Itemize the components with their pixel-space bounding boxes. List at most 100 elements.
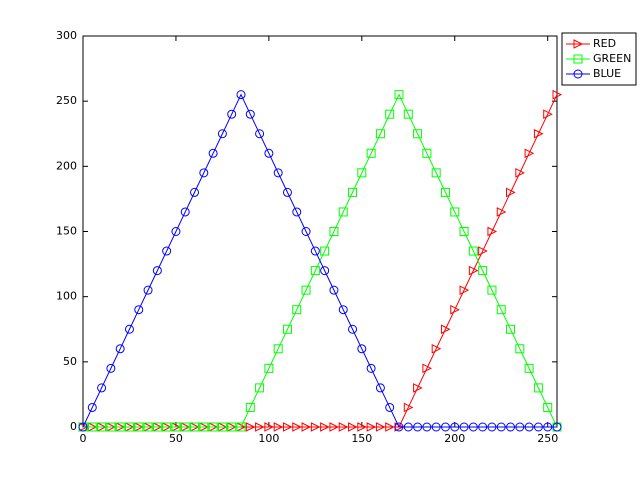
data-point — [468, 265, 479, 276]
data-point — [115, 422, 125, 432]
data-point — [134, 305, 144, 315]
data-point — [348, 187, 358, 197]
data-point — [440, 324, 451, 335]
legend-label: BLUE — [593, 67, 621, 80]
data-point — [97, 383, 107, 393]
data-point — [190, 422, 200, 432]
data-point — [97, 422, 107, 432]
legend-marker — [573, 69, 583, 79]
data-point — [301, 285, 311, 295]
data-point — [329, 285, 339, 295]
data-point — [78, 422, 88, 432]
data-point — [255, 129, 265, 139]
data-point — [273, 344, 283, 354]
data-point — [450, 207, 460, 217]
data-point — [506, 187, 516, 198]
data-point — [264, 422, 275, 432]
data-point — [478, 246, 488, 256]
data-point — [515, 168, 525, 178]
data-point — [124, 324, 134, 334]
y-tick-label: 100 — [56, 290, 77, 303]
data-point — [524, 363, 534, 373]
data-point — [459, 227, 469, 236]
data-point — [208, 148, 218, 158]
data-point — [87, 422, 97, 432]
data-point — [152, 266, 162, 276]
data-point — [301, 422, 312, 432]
y-tick-label: 150 — [56, 225, 77, 238]
data-point — [171, 227, 181, 236]
data-point — [357, 344, 367, 354]
data-point — [487, 285, 497, 295]
data-point — [338, 422, 349, 432]
data-point — [552, 422, 562, 432]
data-point — [543, 109, 553, 120]
data-point — [348, 422, 358, 432]
data-point — [282, 422, 293, 432]
data-point — [329, 422, 340, 432]
data-point — [487, 226, 498, 237]
data-point — [329, 227, 339, 236]
data-point — [180, 422, 190, 432]
data-point — [533, 128, 544, 139]
data-point — [217, 129, 227, 139]
data-point — [162, 422, 172, 432]
data-point — [282, 187, 292, 197]
data-point — [227, 422, 237, 432]
x-tick-label: 250 — [537, 432, 558, 445]
data-point — [320, 246, 330, 256]
data-point — [180, 207, 190, 217]
data-point — [320, 422, 330, 432]
x-tick-label: 200 — [444, 432, 465, 445]
series-line — [82, 93, 557, 428]
data-point — [403, 402, 414, 413]
data-point — [273, 168, 283, 178]
data-point — [152, 422, 162, 432]
data-point — [403, 422, 413, 432]
data-point — [199, 168, 209, 178]
data-point — [171, 422, 181, 432]
data-point — [496, 305, 506, 315]
data-point — [366, 148, 376, 158]
data-point — [394, 90, 404, 100]
data-point — [227, 109, 237, 119]
data-point — [310, 246, 320, 256]
data-point — [236, 422, 246, 432]
y-tick-label: 50 — [63, 355, 77, 368]
data-point — [106, 363, 116, 373]
data-point — [338, 305, 348, 315]
data-point — [552, 89, 563, 100]
data-point — [524, 148, 535, 159]
data-point — [255, 383, 265, 393]
data-point — [106, 422, 116, 432]
data-point — [357, 422, 367, 432]
data-point — [245, 109, 255, 119]
data-point — [468, 422, 478, 432]
data-point — [236, 90, 246, 100]
data-point — [403, 109, 413, 119]
data-point — [533, 422, 543, 432]
data-point — [375, 422, 386, 432]
data-point — [320, 266, 330, 276]
y-tick-label: 250 — [56, 94, 77, 107]
data-point — [385, 402, 395, 412]
x-tick-label: 150 — [351, 432, 372, 445]
data-point — [208, 422, 218, 432]
data-point — [162, 246, 172, 256]
data-point — [292, 422, 302, 432]
x-tick-label: 0 — [80, 432, 87, 445]
data-point — [431, 343, 442, 354]
legend-label: RED — [593, 37, 616, 50]
data-point — [264, 363, 274, 373]
data-point — [496, 207, 507, 217]
data-point — [366, 422, 377, 432]
data-point — [282, 324, 292, 334]
data-point — [524, 422, 534, 432]
data-point — [413, 422, 423, 432]
x-tick-label: 100 — [258, 432, 279, 445]
data-point — [440, 422, 450, 432]
plot-frame — [82, 35, 558, 428]
data-point — [478, 422, 488, 432]
data-point — [515, 344, 525, 354]
